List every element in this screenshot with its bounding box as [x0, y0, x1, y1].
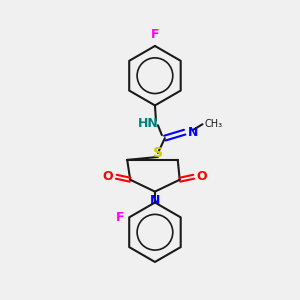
- Text: F: F: [151, 28, 159, 41]
- Text: N: N: [188, 126, 198, 139]
- Text: O: O: [103, 170, 113, 183]
- Text: HN: HN: [138, 117, 158, 130]
- Text: O: O: [196, 170, 207, 183]
- Text: N: N: [150, 194, 160, 207]
- Text: S: S: [153, 146, 163, 160]
- Text: CH₃: CH₃: [205, 119, 223, 129]
- Text: F: F: [116, 211, 124, 224]
